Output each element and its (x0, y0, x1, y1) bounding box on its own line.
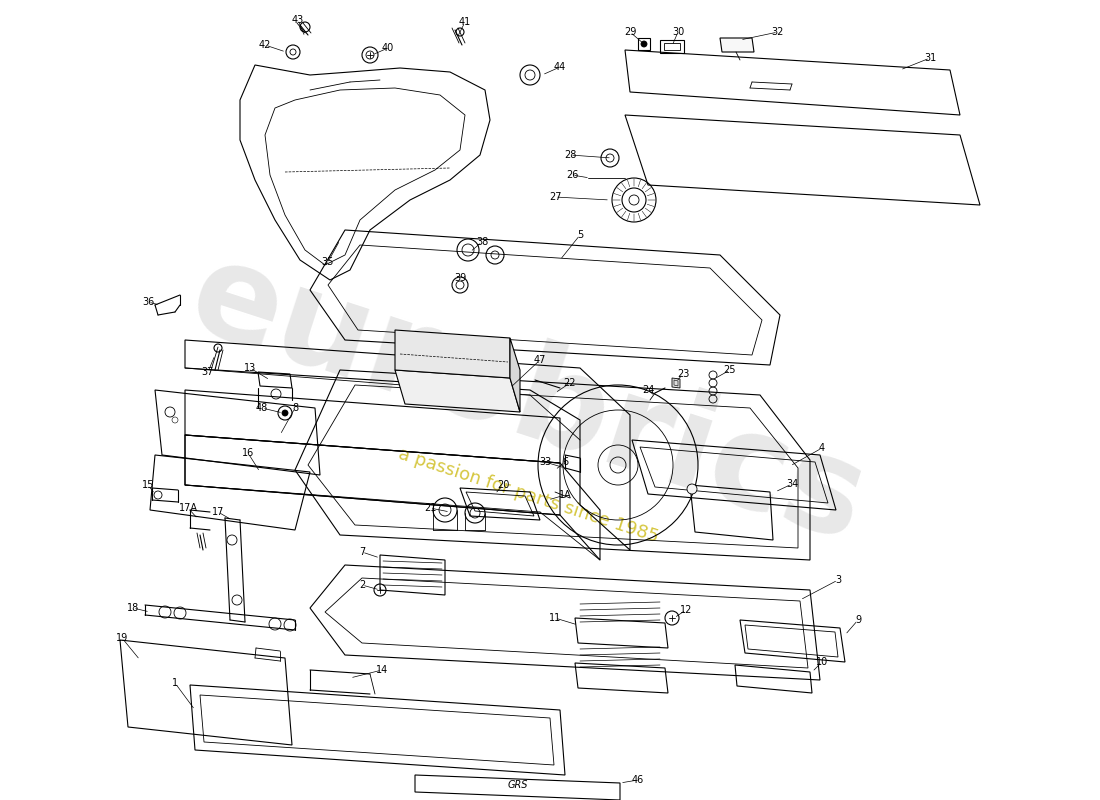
Text: 35: 35 (322, 257, 334, 267)
Polygon shape (672, 378, 680, 388)
Text: a passion for parts since 1985: a passion for parts since 1985 (396, 446, 660, 546)
Circle shape (282, 410, 288, 416)
Polygon shape (720, 38, 754, 52)
Text: 30: 30 (672, 27, 684, 37)
Text: 37: 37 (201, 367, 214, 377)
Text: 47: 47 (534, 355, 547, 365)
Circle shape (688, 484, 697, 494)
Text: 17: 17 (212, 507, 224, 517)
Text: 5: 5 (576, 230, 583, 240)
Text: 21: 21 (424, 503, 437, 513)
Text: 34: 34 (785, 479, 799, 489)
Text: 43: 43 (292, 15, 304, 25)
Text: 17A: 17A (178, 503, 198, 513)
Text: 11: 11 (549, 613, 561, 623)
Text: 12: 12 (680, 605, 692, 615)
Text: 19: 19 (116, 633, 128, 643)
Text: eurobrics: eurobrics (175, 231, 881, 569)
Text: 8: 8 (292, 403, 298, 413)
Text: 24: 24 (641, 385, 654, 395)
Text: 26: 26 (565, 170, 579, 180)
Text: 41: 41 (459, 17, 471, 27)
Text: 9: 9 (855, 615, 861, 625)
Text: 44: 44 (554, 62, 566, 72)
Text: 23: 23 (676, 369, 690, 379)
Text: 28: 28 (564, 150, 576, 160)
Text: 18: 18 (126, 603, 139, 613)
Text: 10: 10 (816, 657, 828, 667)
Text: 2: 2 (359, 580, 365, 590)
Text: 32: 32 (772, 27, 784, 37)
Text: 3: 3 (835, 575, 842, 585)
Text: 20: 20 (497, 480, 509, 490)
Text: 16: 16 (242, 448, 254, 458)
Text: 13: 13 (244, 363, 256, 373)
Polygon shape (510, 338, 520, 412)
Text: 14: 14 (376, 665, 388, 675)
Text: 31: 31 (924, 53, 936, 63)
Text: 48: 48 (256, 403, 268, 413)
Circle shape (641, 41, 647, 47)
Text: 1: 1 (172, 678, 178, 688)
Text: 15: 15 (142, 480, 154, 490)
Text: 42: 42 (258, 40, 272, 50)
Text: 39: 39 (454, 273, 466, 283)
Text: 1A: 1A (559, 490, 571, 500)
Text: 22: 22 (563, 378, 576, 388)
Text: 6: 6 (562, 457, 568, 467)
Text: 4: 4 (818, 443, 825, 453)
Text: 46: 46 (631, 775, 645, 785)
Text: GRS: GRS (508, 780, 528, 790)
Text: 36: 36 (142, 297, 154, 307)
Text: 29: 29 (624, 27, 636, 37)
Polygon shape (395, 370, 520, 412)
Text: 7: 7 (359, 547, 365, 557)
Text: 33: 33 (539, 457, 551, 467)
Polygon shape (395, 330, 510, 378)
Text: 25: 25 (724, 365, 736, 375)
Text: 40: 40 (382, 43, 394, 53)
Text: 38: 38 (476, 237, 488, 247)
Text: 27: 27 (549, 192, 561, 202)
